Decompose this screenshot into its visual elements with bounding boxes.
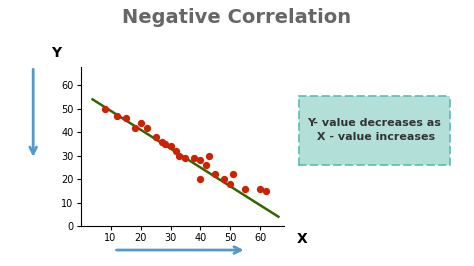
Text: X: X: [297, 232, 307, 246]
Point: [101, 107, 109, 111]
Point: [203, 163, 210, 167]
Point: [158, 139, 165, 144]
Text: Y- value decreases as
 X - value increases: Y- value decreases as X - value increase…: [308, 118, 441, 142]
Point: [212, 172, 219, 177]
Point: [173, 149, 180, 153]
Point: [191, 156, 198, 160]
Point: [143, 125, 150, 130]
Point: [221, 177, 228, 181]
Point: [161, 142, 168, 146]
Point: [229, 172, 237, 177]
Point: [256, 186, 264, 191]
Point: [113, 114, 120, 118]
Point: [167, 144, 174, 148]
Point: [242, 186, 249, 191]
Point: [182, 156, 189, 160]
Point: [197, 177, 204, 181]
Point: [227, 182, 234, 186]
Point: [206, 153, 213, 158]
Point: [197, 158, 204, 163]
Text: Y: Y: [51, 46, 61, 60]
Point: [176, 153, 183, 158]
Point: [137, 121, 144, 125]
Point: [131, 125, 138, 130]
Point: [122, 116, 129, 120]
Point: [152, 135, 159, 139]
Text: Negative Correlation: Negative Correlation: [122, 8, 352, 27]
Point: [263, 189, 270, 193]
